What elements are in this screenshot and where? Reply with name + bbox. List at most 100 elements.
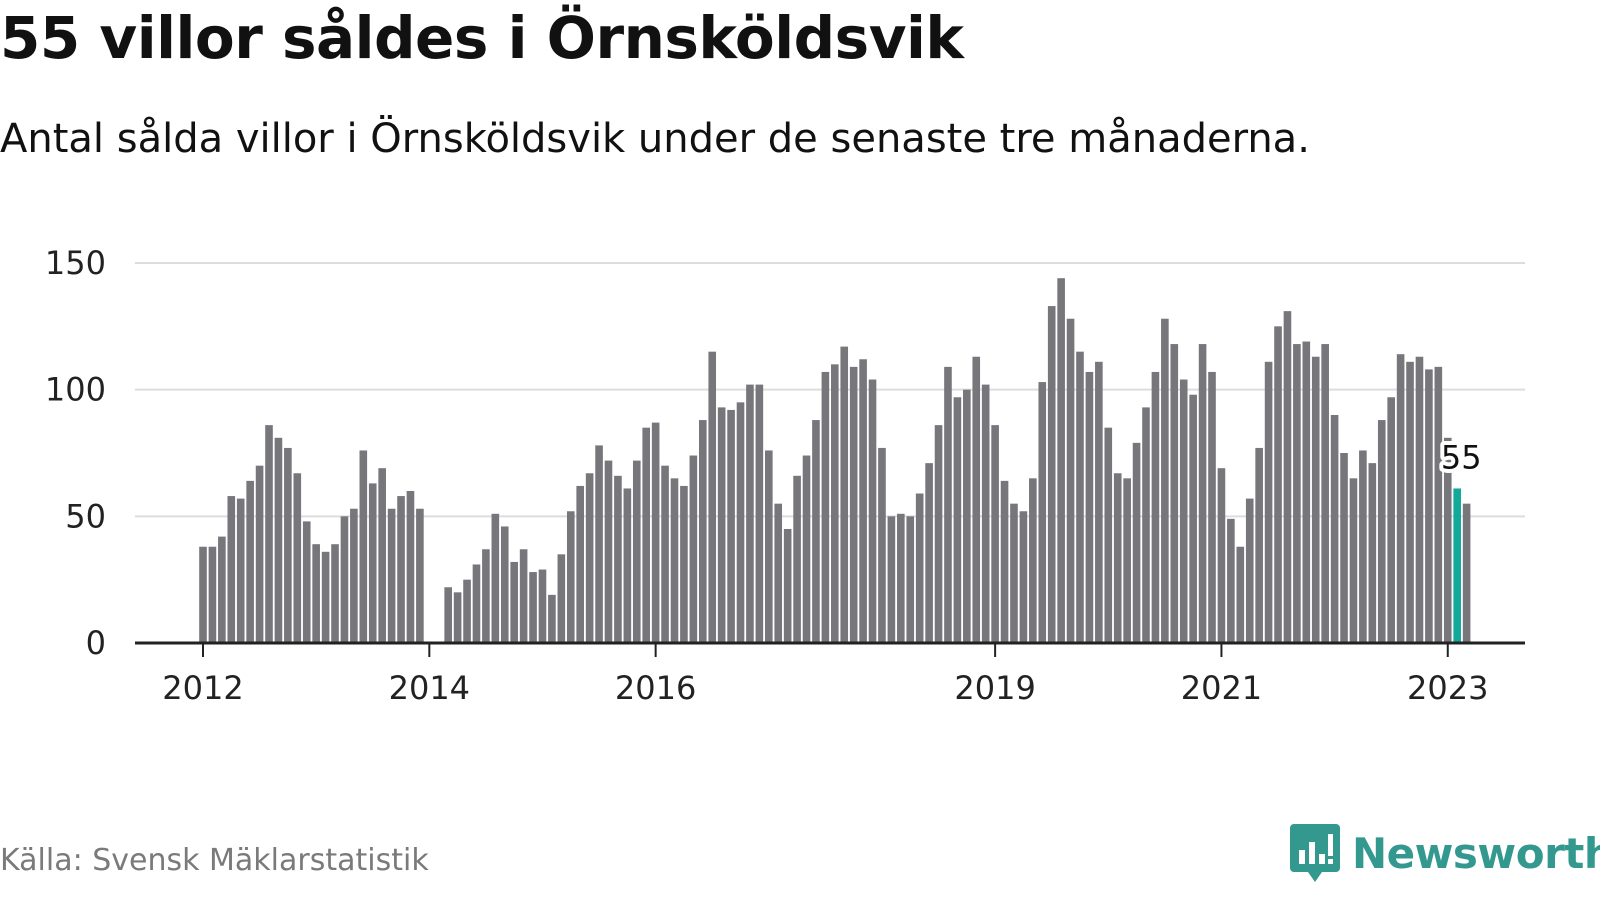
bar [802, 455, 811, 643]
bar [265, 425, 273, 643]
bar [1274, 326, 1282, 643]
x-tick-label: 2014 [389, 669, 470, 707]
bar [1283, 311, 1292, 643]
bar [387, 508, 396, 643]
bar [689, 455, 698, 643]
bar [482, 549, 490, 643]
bar [1179, 379, 1188, 643]
y-tick-label: 100 [45, 371, 106, 409]
bar [406, 491, 415, 643]
bar [868, 379, 877, 643]
bar [1264, 361, 1273, 643]
bar [651, 422, 660, 643]
bar [1170, 344, 1179, 643]
bar [887, 516, 896, 643]
data-label-halo: 55 [1441, 438, 1482, 476]
bar [1415, 356, 1424, 643]
bar [1104, 427, 1113, 643]
highlight-bar [1453, 488, 1461, 643]
bar [1434, 366, 1443, 643]
bar [934, 425, 943, 643]
bar [199, 546, 207, 643]
bar [1208, 371, 1216, 643]
bar [208, 546, 217, 643]
bar [368, 483, 377, 643]
bar [1227, 518, 1235, 643]
bar [519, 549, 528, 643]
bar [1425, 369, 1433, 643]
bar [510, 561, 518, 643]
x-tick-label: 2019 [954, 669, 1035, 707]
bar [1293, 344, 1301, 643]
bar [1151, 371, 1160, 643]
bar [1029, 478, 1037, 643]
bar [548, 594, 556, 643]
bar [255, 465, 264, 643]
bar [925, 463, 933, 643]
bar [1330, 415, 1339, 643]
bar [218, 536, 226, 643]
bar [321, 551, 330, 643]
bar [453, 592, 462, 643]
bar [915, 493, 924, 643]
bar [717, 407, 726, 643]
newsworthy-logo-text: Newsworthy [1352, 828, 1600, 878]
bar [463, 579, 471, 643]
x-tick-label: 2021 [1181, 669, 1262, 707]
bar [774, 503, 783, 643]
bar [906, 516, 915, 643]
bar [1010, 503, 1018, 643]
bar [642, 427, 651, 643]
bar [246, 480, 254, 643]
bar [500, 526, 509, 643]
bar [1368, 463, 1377, 643]
bar [227, 496, 236, 643]
bar [812, 420, 820, 643]
bar [897, 513, 905, 643]
bar [981, 384, 990, 643]
bar [746, 384, 754, 643]
bar [1311, 356, 1320, 643]
bar [831, 364, 839, 643]
chart-subtitle: Antal sålda villor i Örnsköldsvik under … [0, 116, 1310, 162]
bar [1245, 498, 1254, 643]
bar [1132, 442, 1141, 643]
bar [1302, 341, 1311, 643]
bar [416, 508, 424, 643]
bar [1047, 306, 1056, 643]
bar [991, 425, 999, 643]
bar [698, 420, 707, 643]
bar [491, 513, 500, 643]
bar [1085, 371, 1094, 643]
bar [1095, 361, 1103, 643]
bar [783, 529, 792, 643]
bar [1198, 344, 1207, 643]
bar [670, 478, 679, 643]
bar [1462, 503, 1471, 643]
bar [293, 473, 302, 643]
bar [614, 475, 622, 643]
newsworthy-logo-icon [1290, 824, 1340, 882]
bar [623, 488, 632, 643]
newsworthy-logo: Newsworthy [1290, 824, 1600, 882]
bar [736, 402, 745, 643]
bar [236, 498, 245, 643]
bar [576, 485, 584, 643]
bar [1387, 397, 1395, 643]
bar [1038, 382, 1047, 643]
bar [538, 569, 547, 643]
bar [1123, 478, 1131, 643]
bar [1406, 361, 1414, 643]
bar [595, 445, 603, 643]
bar [944, 366, 952, 643]
bar [585, 473, 594, 643]
bar [765, 450, 773, 643]
bar [727, 409, 735, 643]
bar [472, 564, 481, 643]
bar [953, 397, 962, 643]
bar [661, 465, 669, 643]
bar [1076, 351, 1084, 643]
bar [963, 389, 971, 643]
